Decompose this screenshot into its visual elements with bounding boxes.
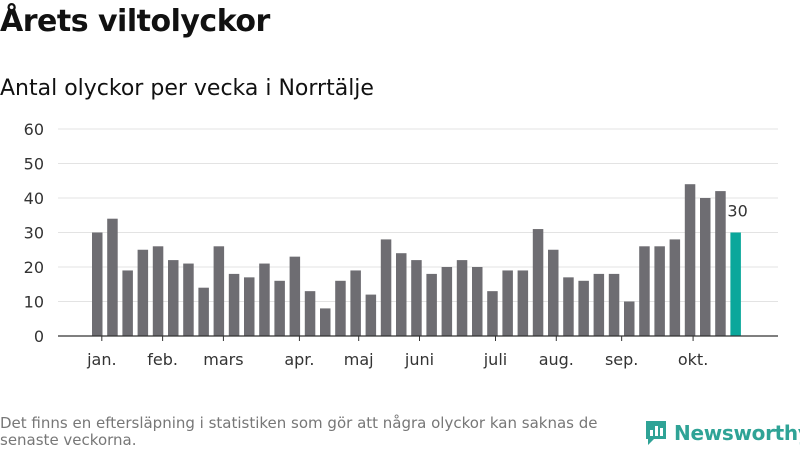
bar	[639, 246, 650, 336]
bar	[168, 260, 179, 336]
bar	[274, 280, 285, 336]
bar	[700, 198, 711, 336]
x-tick-label: jan.	[86, 350, 116, 369]
y-tick-label: 0	[34, 327, 44, 346]
bar	[502, 270, 513, 336]
bar	[441, 267, 453, 336]
bar	[198, 287, 209, 336]
bar	[335, 280, 346, 336]
bar	[137, 249, 149, 336]
highlighted-bar	[730, 232, 741, 336]
bar	[396, 253, 407, 336]
x-tick-label: juli	[483, 350, 507, 369]
bar	[578, 280, 589, 336]
bar	[548, 249, 559, 336]
y-tick-label: 50	[24, 155, 44, 174]
bar	[715, 191, 726, 336]
bar	[517, 270, 529, 336]
x-tick-label: aug.	[539, 350, 574, 369]
bar	[624, 301, 635, 336]
y-tick-label: 30	[24, 224, 44, 243]
bar	[228, 273, 240, 336]
bar	[244, 277, 255, 336]
bar	[426, 273, 437, 336]
bar	[456, 260, 468, 336]
bar	[304, 291, 316, 336]
bar	[107, 218, 118, 336]
bar	[122, 270, 133, 336]
bar	[152, 246, 164, 336]
bar	[608, 273, 620, 336]
x-tick-label: mars	[203, 350, 243, 369]
brand-name: Newsworthy	[674, 421, 800, 445]
bar	[593, 273, 605, 336]
bar	[92, 232, 103, 336]
bar	[183, 263, 194, 336]
bar	[472, 267, 483, 336]
y-tick-label: 10	[24, 293, 44, 312]
bar	[563, 277, 574, 336]
chart-title: Årets viltolyckor	[0, 4, 270, 39]
bar	[532, 229, 544, 336]
bar	[213, 246, 225, 336]
bar	[320, 308, 331, 336]
bar-chart: 0 10 20 30 40 50 60 30 jan. feb. mars apr. maj juni ju…	[24, 120, 778, 369]
x-tick-label: maj	[344, 350, 374, 369]
footnote: Det finns en eftersläpning i statistiken…	[0, 414, 598, 449]
bar	[350, 270, 361, 336]
bar	[684, 184, 696, 336]
y-tick-label: 40	[24, 189, 44, 208]
x-tick-label: sep.	[605, 350, 638, 369]
bar	[654, 246, 665, 336]
y-tick-label: 20	[24, 258, 44, 277]
chart-subtitle: Antal olyckor per vecka i Norrtälje	[0, 76, 374, 101]
brand: Newsworthy	[644, 419, 800, 447]
bar	[259, 263, 270, 336]
bar	[411, 260, 422, 336]
bar	[289, 256, 301, 336]
newsworthy-logo-icon	[646, 421, 666, 445]
bar	[380, 239, 392, 336]
bar	[669, 239, 681, 336]
x-tick-label: juni	[404, 350, 434, 369]
bar	[487, 291, 498, 336]
x-tick-label: feb.	[147, 350, 178, 369]
y-tick-label: 60	[24, 120, 44, 139]
x-tick-label: apr.	[284, 350, 314, 369]
x-tick-label: okt.	[678, 350, 708, 369]
data-label: 30	[727, 202, 747, 221]
bar	[365, 294, 377, 336]
